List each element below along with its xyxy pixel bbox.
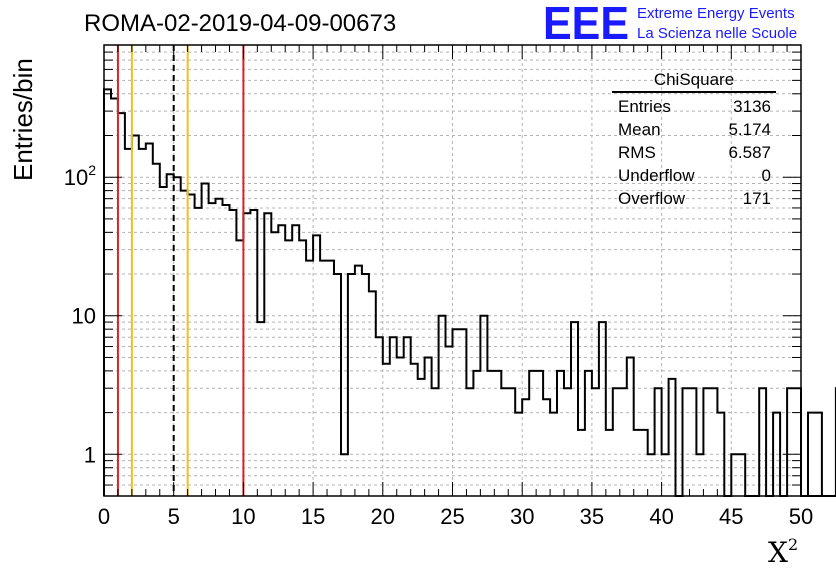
- eee-logo: EEE: [543, 4, 629, 42]
- x-tick-label: 45: [719, 504, 743, 529]
- stats-label: Underflow: [618, 166, 695, 185]
- x-axis-label: X2: [768, 534, 799, 569]
- stats-label: Overflow: [618, 189, 686, 208]
- stats-value: 3136: [733, 97, 771, 116]
- x-tick-label: 5: [168, 504, 180, 529]
- y-tick-label: 102: [64, 162, 96, 190]
- x-ticks: [103, 45, 802, 496]
- x-tick-label: 25: [440, 504, 464, 529]
- stats-label: Mean: [618, 120, 661, 139]
- logo-text: Extreme Energy Events La Scienza nelle S…: [637, 4, 797, 44]
- stats-label: Entries: [618, 97, 671, 116]
- svg-text:EEE: EEE: [543, 4, 629, 42]
- y-ticks: [104, 44, 801, 497]
- y-tick-label: 10: [72, 304, 96, 329]
- x-tick-label: 35: [580, 504, 604, 529]
- x-tick-label: 15: [301, 504, 325, 529]
- stats-row-mean: Mean 5.174: [612, 118, 776, 141]
- x-tick-label: 50: [789, 504, 813, 529]
- x-axis-label-sup: 2: [787, 534, 799, 554]
- stats-value: 6.587: [728, 143, 771, 162]
- x-axis-label-base: X: [768, 536, 788, 569]
- stats-value: 171: [742, 189, 771, 208]
- stats-value: 0: [761, 166, 771, 185]
- stats-label: RMS: [618, 143, 656, 162]
- stats-row-rms: RMS 6.587: [612, 141, 776, 164]
- histogram-line: [103, 88, 836, 497]
- logo-line-2: La Scienza nelle Scuole: [637, 25, 798, 42]
- stats-title: ChiSquare: [612, 68, 776, 93]
- logo-line-1: Extreme Energy Events: [637, 5, 795, 22]
- x-tick-label: 20: [371, 504, 395, 529]
- stats-row-overflow: Overflow 171: [612, 187, 776, 210]
- y-tick-label: 1: [84, 442, 96, 467]
- stats-row-underflow: Underflow 0: [612, 164, 776, 187]
- grid: [104, 45, 801, 496]
- stats-row-entries: Entries 3136: [612, 95, 776, 118]
- x-tick-label: 10: [231, 504, 255, 529]
- stats-box: ChiSquare Entries 3136 Mean 5.174 RMS 6.587…: [612, 68, 776, 210]
- chart-title: ROMA-02-2019-04-09-00673: [84, 10, 397, 37]
- x-tick-label: 40: [649, 504, 673, 529]
- x-tick-label: 0: [98, 504, 110, 529]
- stats-value: 5.174: [728, 120, 771, 139]
- x-tick-label: 30: [510, 504, 534, 529]
